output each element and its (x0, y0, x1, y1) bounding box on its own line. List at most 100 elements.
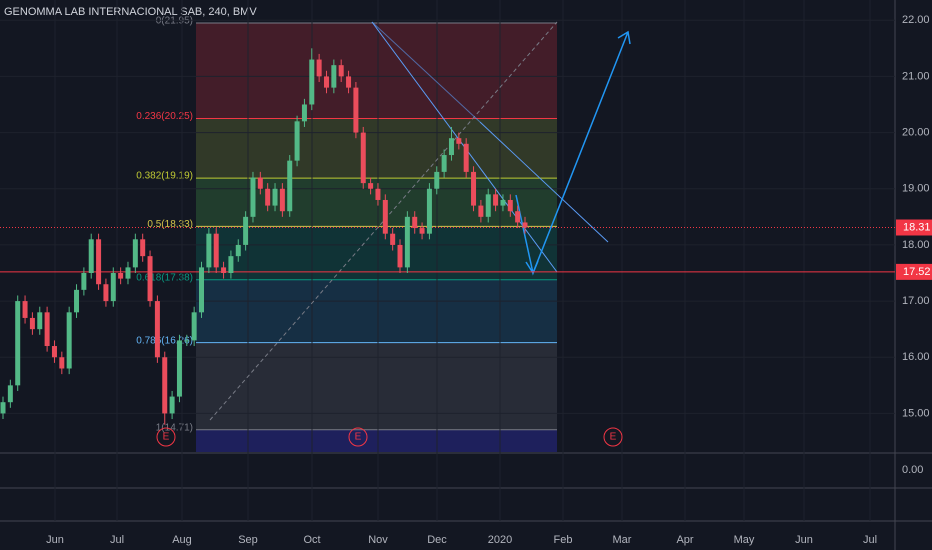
candle-body (147, 256, 153, 302)
fib-label: 0.236(20.25) (136, 111, 193, 122)
candle-body (66, 312, 72, 369)
x-tick-label: Aug (172, 534, 192, 546)
fib-band (196, 342, 557, 430)
candle-body (294, 121, 300, 161)
candle-body (346, 76, 352, 88)
candle-body (44, 312, 50, 347)
event-marker (603, 427, 623, 447)
candle-body (316, 59, 322, 77)
price-tag-label: 17.52 (903, 266, 931, 278)
candle-body (448, 138, 454, 156)
candle-body (125, 267, 131, 279)
candle-body (162, 357, 168, 414)
candle-body (522, 222, 528, 228)
candle-body (206, 233, 212, 268)
candle-body (279, 188, 285, 212)
event-marker (348, 427, 368, 447)
arrow-head (617, 30, 631, 45)
candle-body (404, 216, 410, 268)
candle-body (412, 216, 418, 229)
candle-body (7, 385, 13, 403)
candle-body (493, 194, 499, 206)
candle-body (81, 273, 87, 290)
fib-label: 0.618(17.38) (136, 272, 193, 283)
candle-body (375, 188, 381, 200)
candle-body (471, 171, 477, 206)
event-label: E (610, 432, 617, 443)
candle-body (382, 199, 388, 234)
candle-body (221, 267, 227, 273)
trend-line (371, 21, 481, 123)
candle-body (419, 228, 425, 234)
candle-body (59, 357, 65, 369)
arrow-head (525, 260, 539, 275)
y-tick-label: 15.00 (902, 407, 930, 419)
candle-body (456, 138, 462, 144)
candle-body (176, 340, 182, 397)
candle-body (169, 396, 175, 414)
y-tick-label: 22.00 (902, 14, 930, 26)
x-tick-label: Jun (46, 534, 64, 546)
candle-body (118, 273, 124, 279)
candle-body (0, 402, 6, 414)
candle-body (199, 267, 205, 313)
x-tick-label: Oct (303, 534, 320, 546)
candle-body (301, 104, 307, 122)
candle-body (88, 239, 94, 273)
fib-band (196, 23, 557, 119)
candle-body (368, 183, 374, 189)
x-tick-label: 2020 (488, 534, 512, 546)
candle-body (132, 239, 138, 268)
candle-body (426, 188, 432, 234)
candle-body (257, 177, 263, 189)
y-tick-label: 0.00 (902, 464, 923, 476)
y-tick-label: 20.00 (902, 126, 930, 138)
candle-body (103, 284, 109, 302)
fib-band (196, 226, 557, 280)
candle-body (390, 233, 396, 245)
candle-body (243, 216, 249, 245)
candle-body (140, 239, 146, 257)
chart-title: GENOMMA LAB INTERNACIONAL SAB, 240, BMV (4, 6, 257, 18)
y-tick-label: 18.00 (902, 239, 930, 251)
y-tick-label: 16.00 (902, 351, 930, 363)
x-tick-label: Feb (554, 534, 573, 546)
fib-band (196, 279, 557, 343)
price-tag (896, 219, 932, 236)
candle-body (74, 289, 80, 313)
x-tick-label: Jul (110, 534, 124, 546)
candle-body (51, 346, 57, 358)
x-tick-label: Jul (863, 534, 877, 546)
candle-body (29, 317, 35, 330)
candle-body (15, 301, 21, 386)
event-marker (156, 427, 176, 447)
candle-body (441, 155, 447, 172)
candle-body (110, 273, 116, 302)
candle-body (338, 65, 344, 77)
x-tick-label: May (734, 534, 755, 546)
x-tick-label: Sep (238, 534, 258, 546)
candle-body (397, 244, 403, 268)
y-tick-label: 21.00 (902, 70, 930, 82)
candle-body (463, 143, 469, 172)
candle-body (353, 87, 359, 133)
x-tick-label: Apr (676, 534, 693, 546)
price-tag-label: 18.31 (903, 221, 931, 233)
y-tick-label: 19.00 (902, 183, 930, 195)
fib-label: 0.786(16.26) (136, 335, 193, 346)
candle-body (228, 256, 234, 273)
fib-label: 0.382(19.19) (136, 171, 193, 182)
fib-label: 0.5(18.33) (147, 219, 193, 230)
candle-body (331, 65, 337, 88)
candle-body (500, 199, 506, 206)
trend-line (479, 121, 609, 243)
price-tag (896, 263, 932, 280)
candle-body (515, 211, 521, 223)
x-tick-label: Jun (795, 534, 813, 546)
x-tick-label: Mar (613, 534, 632, 546)
candle-body (191, 312, 197, 341)
candle-body (434, 171, 440, 189)
